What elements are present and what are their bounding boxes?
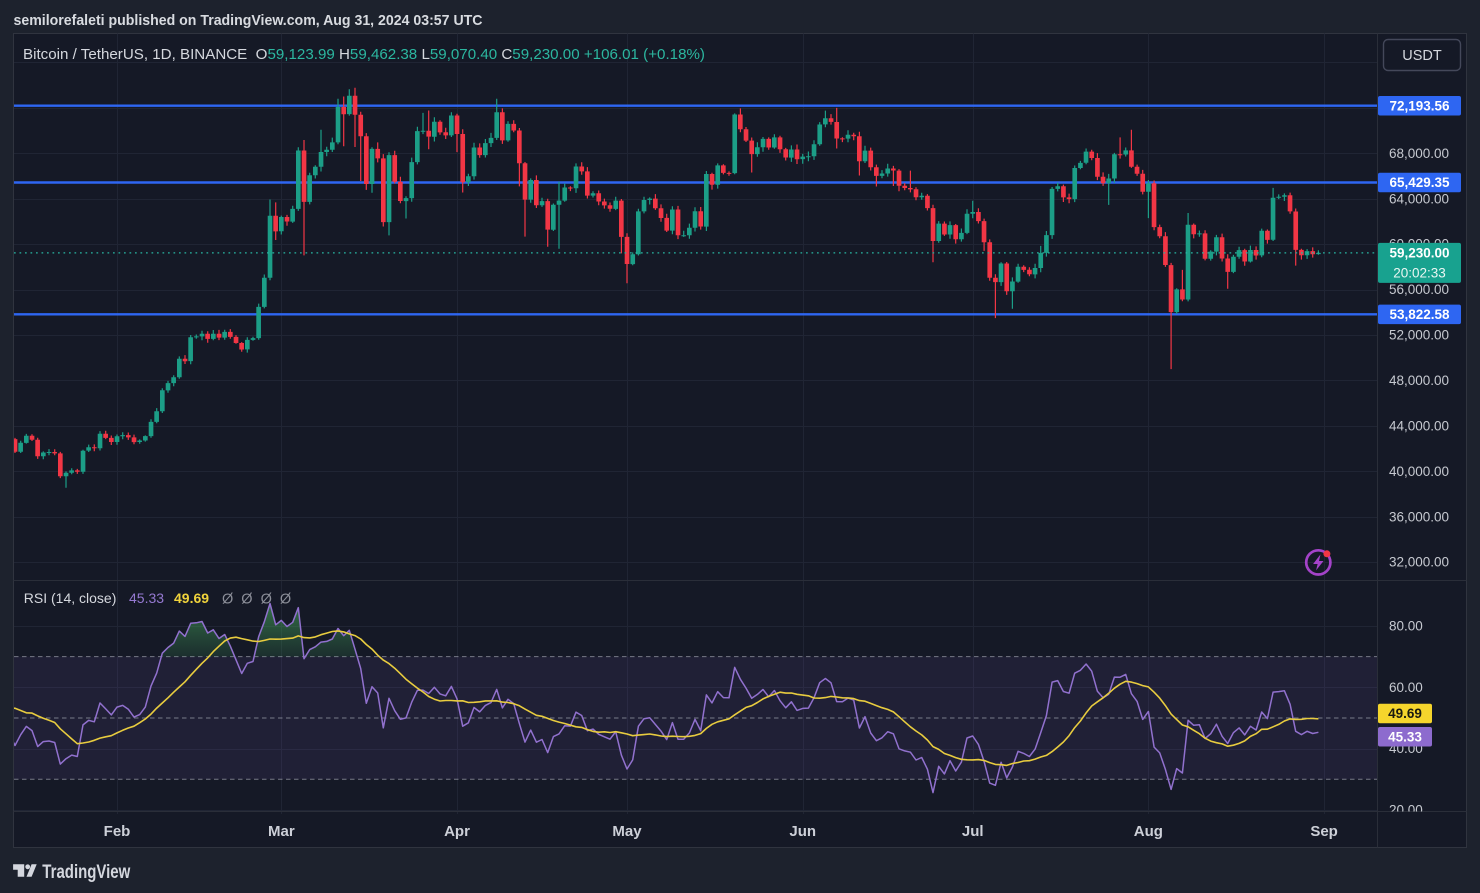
svg-text:64,000.00: 64,000.00 bbox=[1389, 191, 1449, 206]
svg-text:72,193.56: 72,193.56 bbox=[1389, 98, 1450, 113]
svg-text:45.33: 45.33 bbox=[129, 590, 164, 606]
svg-text:59,230.00: 59,230.00 bbox=[1389, 246, 1449, 261]
svg-text:Ø: Ø bbox=[222, 592, 233, 608]
svg-text:Ø: Ø bbox=[261, 592, 272, 608]
svg-text:20.00: 20.00 bbox=[1389, 802, 1423, 817]
svg-text:52,000.00: 52,000.00 bbox=[1389, 328, 1449, 343]
svg-text:45.33: 45.33 bbox=[1388, 729, 1422, 744]
svg-text:Jun: Jun bbox=[789, 823, 816, 840]
svg-text:Apr: Apr bbox=[444, 823, 470, 840]
svg-text:Mar: Mar bbox=[268, 823, 295, 840]
svg-text:Feb: Feb bbox=[104, 823, 131, 840]
svg-text:TradingView: TradingView bbox=[42, 862, 130, 883]
svg-text:Ø: Ø bbox=[280, 592, 291, 608]
svg-text:USDT: USDT bbox=[1402, 48, 1442, 64]
svg-text:65,429.35: 65,429.35 bbox=[1389, 175, 1450, 190]
svg-text:60.00: 60.00 bbox=[1389, 680, 1423, 695]
svg-text:semilorefaleti published on Tr: semilorefaleti published on TradingView.… bbox=[14, 12, 483, 29]
svg-text:36,000.00: 36,000.00 bbox=[1389, 509, 1449, 524]
svg-text:Jul: Jul bbox=[962, 823, 984, 840]
svg-text:RSI (14, close): RSI (14, close) bbox=[24, 590, 117, 606]
svg-text:20:02:33: 20:02:33 bbox=[1393, 266, 1446, 281]
svg-text:68,000.00: 68,000.00 bbox=[1389, 146, 1449, 161]
svg-text:48,000.00: 48,000.00 bbox=[1389, 373, 1449, 388]
svg-text:Ø: Ø bbox=[241, 592, 252, 608]
svg-text:49.69: 49.69 bbox=[174, 590, 209, 606]
svg-text:44,000.00: 44,000.00 bbox=[1389, 418, 1449, 433]
svg-text:80.00: 80.00 bbox=[1389, 618, 1423, 633]
svg-text:May: May bbox=[612, 823, 642, 840]
svg-text:40,000.00: 40,000.00 bbox=[1389, 464, 1449, 479]
svg-text:Bitcoin / TetherUS, 1D, BINANC: Bitcoin / TetherUS, 1D, BINANCE O59,123.… bbox=[23, 46, 705, 63]
svg-text:Sep: Sep bbox=[1310, 823, 1338, 840]
svg-text:56,000.00: 56,000.00 bbox=[1389, 282, 1449, 297]
svg-text:32,000.00: 32,000.00 bbox=[1389, 555, 1449, 570]
svg-text:49.69: 49.69 bbox=[1388, 706, 1422, 721]
svg-text:Aug: Aug bbox=[1134, 823, 1163, 840]
svg-text:53,822.58: 53,822.58 bbox=[1389, 307, 1450, 322]
